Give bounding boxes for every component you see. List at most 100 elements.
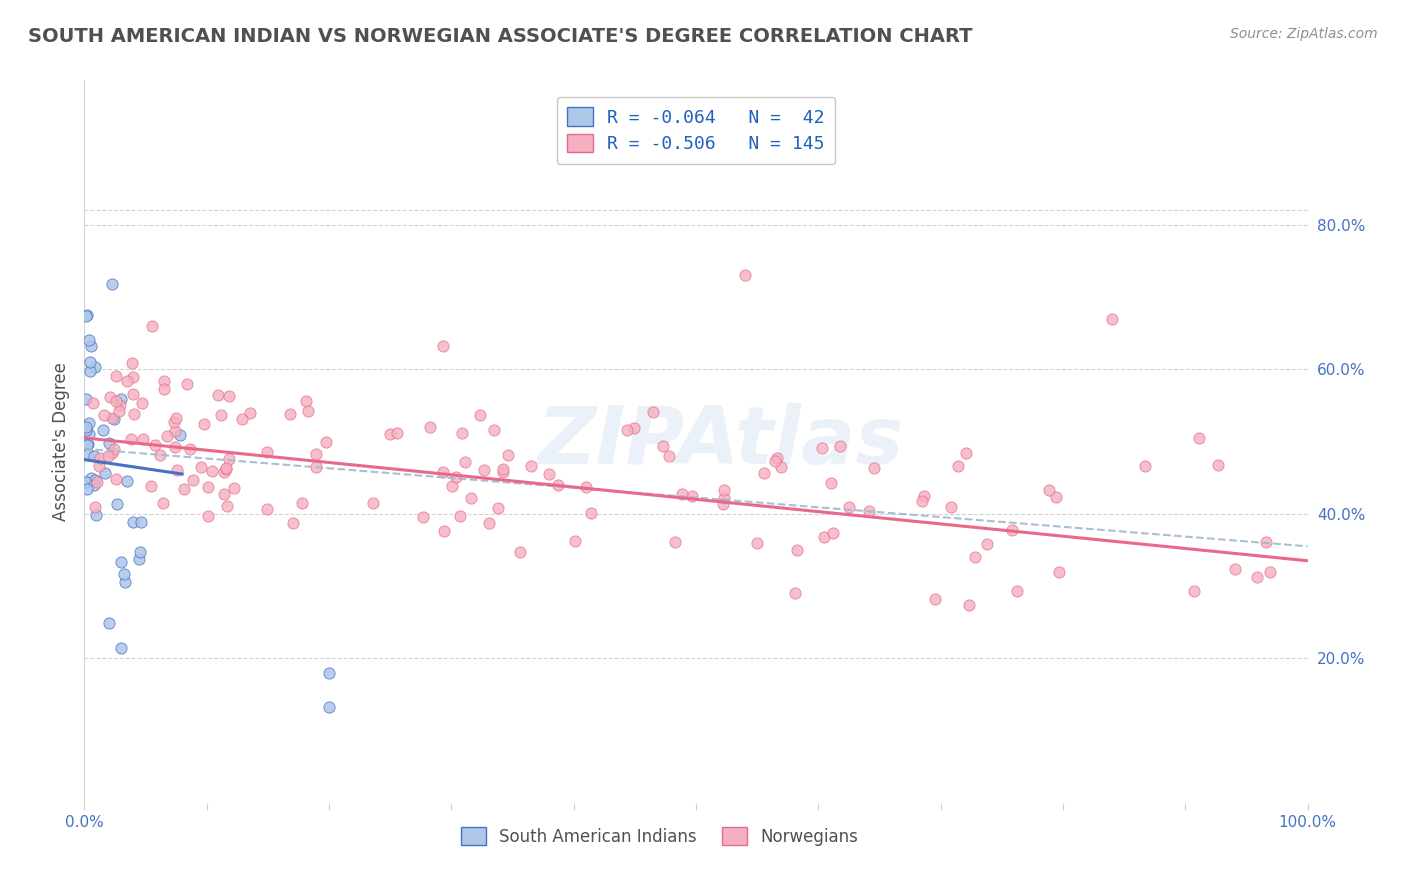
Point (112, 567, 135, 582)
Point (1246, 569, 1268, 583)
Point (910, 494, 932, 508)
Point (131, 395, 153, 409)
Point (105, 496, 128, 510)
Point (79, 354, 101, 368)
Point (823, 525, 845, 540)
Point (745, 536, 768, 550)
Point (97, 435, 120, 450)
Point (93, 408, 115, 422)
Point (179, 442, 201, 456)
Point (766, 450, 789, 465)
Point (281, 516, 304, 531)
Point (713, 483, 735, 497)
Point (76, 437, 98, 451)
Point (103, 412, 125, 426)
Point (449, 509, 471, 524)
Point (190, 459, 212, 474)
Y-axis label: Associate's Degree: Associate's Degree (52, 362, 70, 521)
Point (143, 437, 166, 451)
Point (153, 374, 176, 388)
Point (76, 483, 98, 497)
Point (128, 544, 150, 558)
Text: ZIPAtlas: ZIPAtlas (537, 402, 904, 481)
Point (209, 409, 232, 423)
Point (84, 500, 107, 514)
Point (197, 509, 219, 524)
Point (89, 450, 111, 465)
Point (110, 392, 132, 407)
Point (858, 504, 880, 518)
Point (128, 552, 150, 566)
Point (115, 474, 138, 488)
Point (681, 490, 703, 504)
Point (120, 432, 142, 446)
Point (256, 445, 278, 459)
Point (75, 310, 97, 324)
Point (482, 423, 505, 437)
Point (75, 420, 97, 434)
Point (176, 377, 198, 392)
Point (169, 428, 191, 442)
Point (77, 334, 100, 348)
Point (318, 699, 340, 714)
Point (152, 496, 174, 510)
Point (121, 355, 143, 369)
Point (498, 448, 520, 462)
Point (156, 428, 179, 442)
Text: SOUTH AMERICAN INDIAN VS NORWEGIAN ASSOCIATE'S DEGREE CORRELATION CHART: SOUTH AMERICAN INDIAN VS NORWEGIAN ASSOC… (28, 27, 973, 45)
Point (256, 502, 278, 516)
Point (770, 459, 793, 474)
Point (110, 554, 132, 568)
Point (110, 640, 132, 655)
Point (623, 421, 645, 435)
Point (163, 415, 186, 429)
Point (101, 277, 124, 291)
Point (207, 388, 229, 402)
Point (77, 417, 100, 431)
Point (616, 423, 638, 437)
Point (212, 486, 235, 500)
Point (509, 545, 531, 559)
Point (84, 508, 107, 523)
Point (114, 575, 136, 590)
Point (440, 479, 463, 493)
Point (711, 497, 734, 511)
Point (752, 466, 775, 480)
Point (713, 491, 735, 505)
Point (110, 398, 132, 412)
Point (75, 423, 97, 437)
Point (83, 450, 105, 464)
Point (564, 534, 586, 549)
Point (201, 464, 224, 478)
Point (470, 409, 492, 423)
Point (101, 411, 124, 425)
Point (433, 524, 456, 538)
Point (486, 500, 509, 515)
Point (939, 500, 962, 515)
Point (305, 447, 328, 461)
Point (231, 412, 253, 426)
Point (163, 424, 186, 438)
Point (122, 387, 145, 401)
Point (1208, 458, 1230, 473)
Point (318, 666, 340, 681)
Point (222, 481, 245, 495)
Point (297, 404, 319, 418)
Point (387, 425, 409, 440)
Point (863, 461, 886, 475)
Point (651, 439, 673, 453)
Point (77, 427, 100, 442)
Point (1223, 562, 1246, 576)
Point (97, 449, 120, 463)
Point (538, 467, 561, 481)
Point (786, 542, 808, 557)
Point (76, 309, 98, 323)
Point (924, 592, 946, 607)
Point (183, 473, 205, 487)
Point (218, 389, 240, 403)
Point (1045, 490, 1067, 504)
Point (1049, 565, 1071, 579)
Point (492, 465, 515, 479)
Point (491, 462, 513, 476)
Point (141, 479, 163, 493)
